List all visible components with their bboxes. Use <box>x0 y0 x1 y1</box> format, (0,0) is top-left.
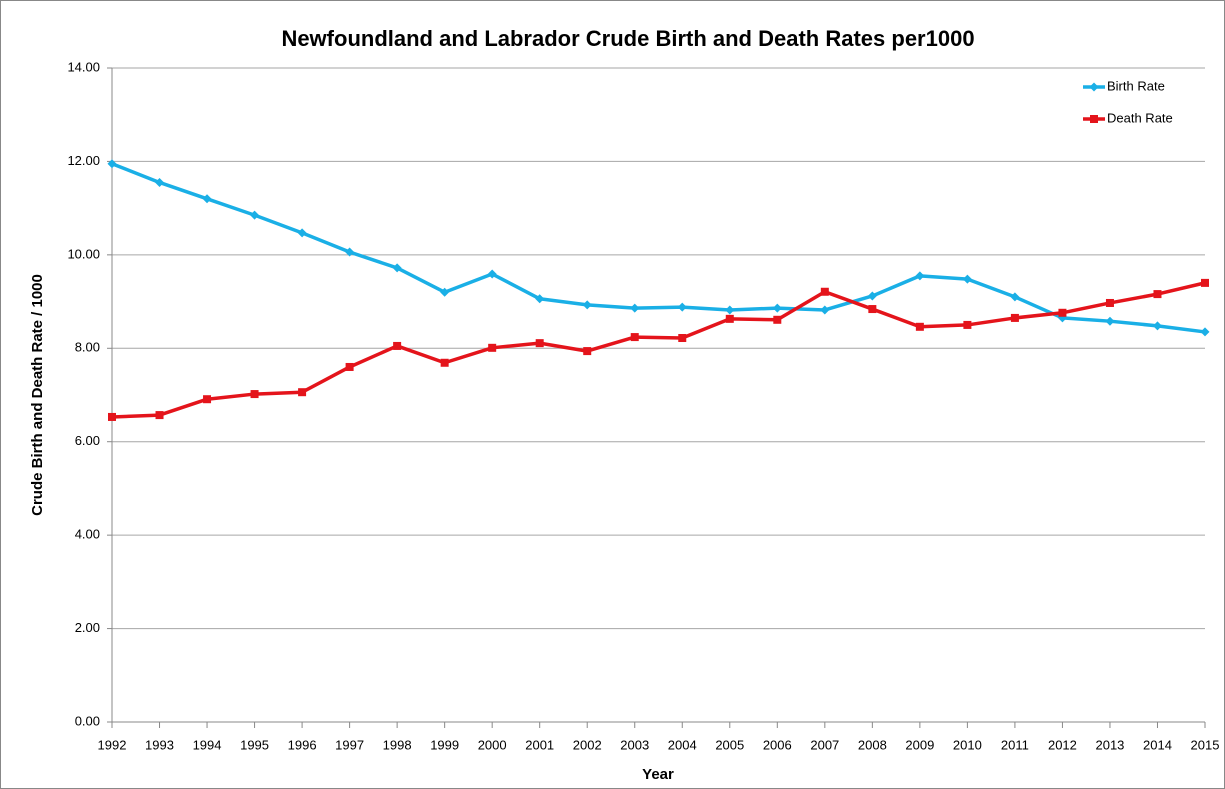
data-point <box>915 322 924 331</box>
legend-label: Death Rate <box>1107 110 1173 125</box>
x-tick-label: 2012 <box>1048 737 1077 752</box>
data-point <box>1152 321 1162 331</box>
x-tick-label: 1996 <box>288 737 317 752</box>
data-point <box>915 271 925 281</box>
y-tick-label: 12.00 <box>67 153 100 168</box>
x-tick-label: 2014 <box>1143 737 1172 752</box>
series-line <box>111 281 1206 419</box>
data-point <box>725 314 734 323</box>
data-point <box>345 362 354 371</box>
x-tick-label: 2009 <box>905 737 934 752</box>
y-tick-label: 6.00 <box>75 433 100 448</box>
data-point <box>1105 298 1114 307</box>
data-point <box>867 291 877 301</box>
legend-marker <box>1090 115 1098 123</box>
data-point <box>1010 313 1019 322</box>
data-point <box>250 210 260 220</box>
y-tick-label: 0.00 <box>75 713 100 728</box>
x-tick-label: 2004 <box>668 737 697 752</box>
data-point <box>1153 290 1162 299</box>
x-tick-label: 1995 <box>240 737 269 752</box>
data-point <box>868 305 877 314</box>
x-tick-label: 1992 <box>98 737 127 752</box>
data-point <box>488 343 497 352</box>
data-point <box>773 315 782 324</box>
x-tick-label: 2010 <box>953 737 982 752</box>
data-point <box>820 287 829 296</box>
data-point <box>297 228 307 238</box>
data-point <box>535 339 544 348</box>
data-point <box>963 320 972 329</box>
y-tick-label: 10.00 <box>67 246 100 261</box>
data-point <box>345 247 355 257</box>
x-tick-label: 1997 <box>335 737 364 752</box>
data-point <box>582 300 592 310</box>
data-point <box>535 294 545 304</box>
x-tick-label: 2000 <box>478 737 507 752</box>
data-point <box>298 388 307 397</box>
series-line <box>111 162 1206 334</box>
x-tick-label: 2002 <box>573 737 602 752</box>
data-point <box>820 305 830 315</box>
data-point <box>630 303 640 313</box>
data-point <box>108 412 116 421</box>
x-tick-label: 1994 <box>193 737 222 752</box>
legend-marker <box>1089 82 1099 92</box>
y-tick-label: 2.00 <box>75 620 100 635</box>
data-point <box>678 334 687 343</box>
x-tick-label: 2007 <box>810 737 839 752</box>
y-tick-label: 8.00 <box>75 340 100 355</box>
x-tick-label: 2006 <box>763 737 792 752</box>
data-point <box>725 305 735 315</box>
data-point <box>1201 278 1209 287</box>
x-tick-label: 2011 <box>1001 737 1029 752</box>
x-axis-title: Year <box>642 766 674 783</box>
data-point <box>487 269 497 279</box>
x-tick-label: 1998 <box>383 737 412 752</box>
y-tick-label: 4.00 <box>75 527 100 542</box>
x-tick-label: 1993 <box>145 737 174 752</box>
data-point <box>1200 327 1210 337</box>
x-tick-label: 2005 <box>715 737 744 752</box>
data-point <box>202 194 212 204</box>
x-tick-label: 2003 <box>620 737 649 752</box>
data-point <box>630 333 639 342</box>
data-point <box>250 390 259 399</box>
data-point <box>107 159 117 169</box>
x-tick-label: 2008 <box>858 737 887 752</box>
data-point <box>1010 292 1020 302</box>
chart-title: Newfoundland and Labrador Crude Birth an… <box>281 26 974 51</box>
y-axis-title: Crude Birth and Death Rate / 1000 <box>29 274 46 516</box>
x-tick-label: 2015 <box>1191 737 1220 752</box>
y-tick-label: 14.00 <box>67 59 100 74</box>
x-tick-label: 2013 <box>1095 737 1124 752</box>
x-tick-label: 2001 <box>525 737 554 752</box>
data-point <box>962 274 972 284</box>
data-point <box>772 303 782 313</box>
data-point <box>155 177 165 187</box>
data-point <box>155 411 164 420</box>
data-point <box>203 395 212 404</box>
data-point <box>440 358 449 367</box>
data-point <box>393 341 402 350</box>
data-point <box>440 287 450 297</box>
data-point <box>1105 316 1115 326</box>
data-point <box>583 347 592 356</box>
legend-label: Birth Rate <box>1107 78 1165 93</box>
data-point <box>392 263 402 273</box>
data-point <box>1058 308 1067 317</box>
data-point <box>677 302 687 312</box>
x-tick-label: 1999 <box>430 737 459 752</box>
